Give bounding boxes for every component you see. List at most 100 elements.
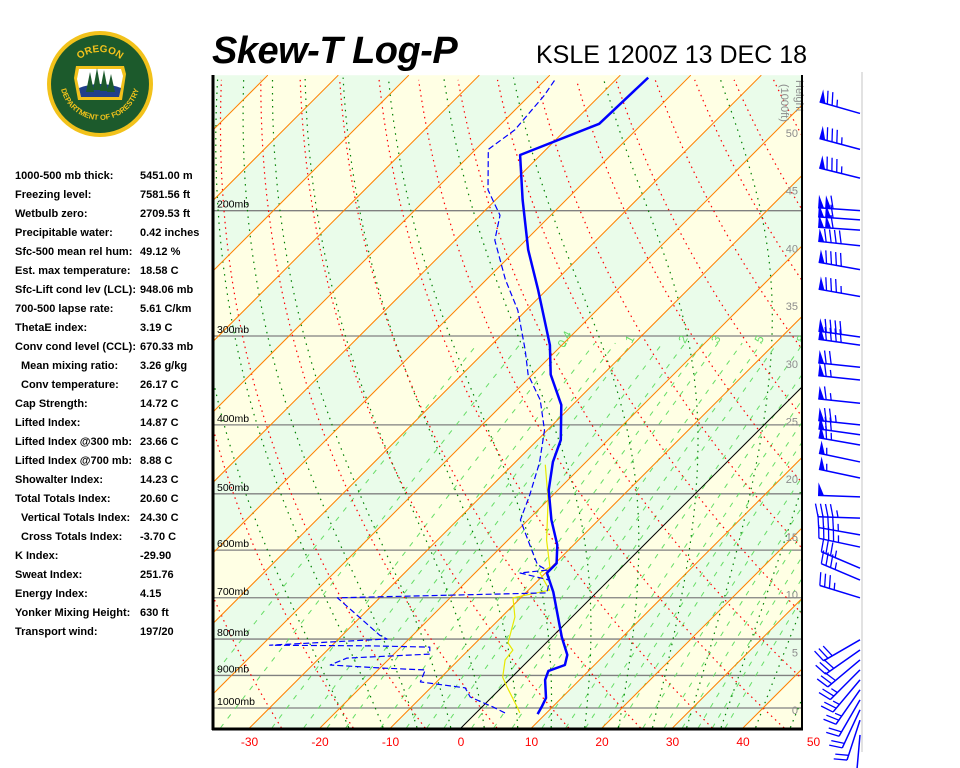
wind-barb-feather xyxy=(825,250,828,264)
height-tick-label: 15 xyxy=(786,532,798,544)
temperature-tick-label: 20 xyxy=(595,735,609,749)
wet-bulb-line xyxy=(502,464,551,714)
wind-barb-feather xyxy=(834,328,837,342)
height-tick-label: 5 xyxy=(792,647,798,659)
stat-value: 49.12 % xyxy=(140,246,181,258)
stat-label: Conv cond level (CCL): xyxy=(15,341,137,353)
stat-value: 7581.56 ft xyxy=(140,189,191,201)
wind-barb-feather xyxy=(828,350,832,365)
wind-barb xyxy=(818,425,861,446)
sounding-series xyxy=(269,76,650,715)
wind-barb-staff xyxy=(818,338,861,346)
wind-barb-feather xyxy=(824,327,827,341)
isotherm xyxy=(214,75,692,553)
wind-barb-feather xyxy=(829,504,834,518)
wind-barb-staff xyxy=(818,452,861,463)
wind-barb-feather xyxy=(833,758,848,761)
stat-value: 14.72 C xyxy=(140,398,179,410)
stat-label: Wetbulb zero: xyxy=(15,208,88,220)
dry-adiabat xyxy=(214,597,283,729)
mixing-ratio-line xyxy=(345,342,633,729)
pressure-label: 1000mb xyxy=(217,696,255,708)
wind-barb-staff xyxy=(818,428,861,436)
wind-barb-staff xyxy=(829,669,861,701)
wind-barb-staff xyxy=(819,584,861,599)
wind-barb-staff xyxy=(823,639,861,662)
wind-barb xyxy=(818,669,861,701)
wind-barb-pennant xyxy=(819,89,826,104)
isotherm xyxy=(390,315,802,729)
wind-barb xyxy=(817,482,861,498)
wind-barb-half-feather xyxy=(834,550,838,558)
isotherms xyxy=(214,75,802,729)
wind-barb-feather xyxy=(830,214,834,229)
wind-barb-staff xyxy=(825,649,861,675)
stat-value: 3.26 g/kg xyxy=(140,360,188,372)
wind-barb-pennant xyxy=(819,155,826,170)
mixing-ratio-line xyxy=(493,342,762,729)
wind-barb-feather xyxy=(828,229,832,243)
wind-barb-staff xyxy=(818,398,861,405)
logo-top-text: OREGON xyxy=(75,44,125,62)
wind-barb xyxy=(819,125,861,151)
temperature-tick-label: -10 xyxy=(382,735,400,749)
pressure-label: 200mb xyxy=(217,199,249,211)
plot-area: 0.412358 1000mb900mb800mb700mb600mb500mb… xyxy=(214,75,960,729)
temperature-axis-labels: -30 -20 -10 0 10 20 30 40 50 xyxy=(241,735,821,749)
wind-barb-staff xyxy=(846,719,861,761)
stat-value: -29.90 xyxy=(140,550,172,562)
stat-label: Cross Totals Index: xyxy=(21,531,123,543)
wind-barb-feather xyxy=(819,661,831,672)
wind-barb-feather xyxy=(820,675,833,685)
temperature-band xyxy=(814,75,960,728)
moist-adiabats xyxy=(214,77,802,728)
moist-adiabat xyxy=(789,697,802,728)
isotherm xyxy=(214,75,621,483)
wind-barb-feather xyxy=(829,319,832,334)
wind-barb-pennant xyxy=(818,249,825,264)
wind-barb xyxy=(818,524,861,548)
wind-barb-pennant xyxy=(825,204,832,218)
mixing-ratio-line xyxy=(511,342,778,729)
height-tick-label: 40 xyxy=(786,243,798,255)
height-labels: 0 5 10 15 20 25 30 35 40 45 50 xyxy=(786,128,798,717)
wind-barb-half-feather xyxy=(831,688,838,694)
moist-adiabat xyxy=(602,77,699,728)
temperature-tick-label: 0 xyxy=(458,735,465,749)
wind-barb-pennant xyxy=(818,425,825,439)
temperature-line xyxy=(518,76,650,715)
pressure-label: 700mb xyxy=(217,586,249,598)
dry-adiabat xyxy=(260,79,498,729)
stat-label: Vertical Totals Index: xyxy=(21,512,131,524)
wind-barb-feather xyxy=(829,327,832,342)
isotherm xyxy=(601,527,802,729)
stat-label: Sfc-500 mean rel hum: xyxy=(15,246,133,258)
wind-barb-feather xyxy=(822,645,833,657)
wind-barb-feather xyxy=(824,318,827,333)
mixing-ratio-line xyxy=(220,342,522,729)
wind-barb-feather xyxy=(823,573,827,588)
mixing-ratio-line xyxy=(681,532,802,729)
wind-barb-feather xyxy=(839,252,842,267)
dewpoint-line xyxy=(269,79,556,714)
wind-barb-feather xyxy=(831,92,834,106)
moist-adiabat xyxy=(755,604,802,728)
wind-barb xyxy=(818,440,861,463)
wind-barb-feather xyxy=(829,554,834,568)
height-tick-label: 25 xyxy=(786,417,798,429)
temperature-tick-label: 10 xyxy=(525,735,539,749)
height-axis-label-1: Height xyxy=(793,80,805,112)
wind-barb xyxy=(818,326,861,346)
wind-barb xyxy=(814,639,861,662)
wind-barb-feather xyxy=(828,575,831,589)
temperature-tick-label: 40 xyxy=(736,735,750,749)
wind-barb xyxy=(818,194,861,212)
wind-barb-half-feather xyxy=(833,582,836,590)
wind-barb-feather xyxy=(835,753,849,756)
wind-barb-staff xyxy=(818,374,861,381)
wind-barb xyxy=(820,550,861,581)
temperature-tick-label: 30 xyxy=(666,735,680,749)
wind-barb-feather xyxy=(835,278,838,293)
wind-barb-pennant xyxy=(819,125,826,140)
